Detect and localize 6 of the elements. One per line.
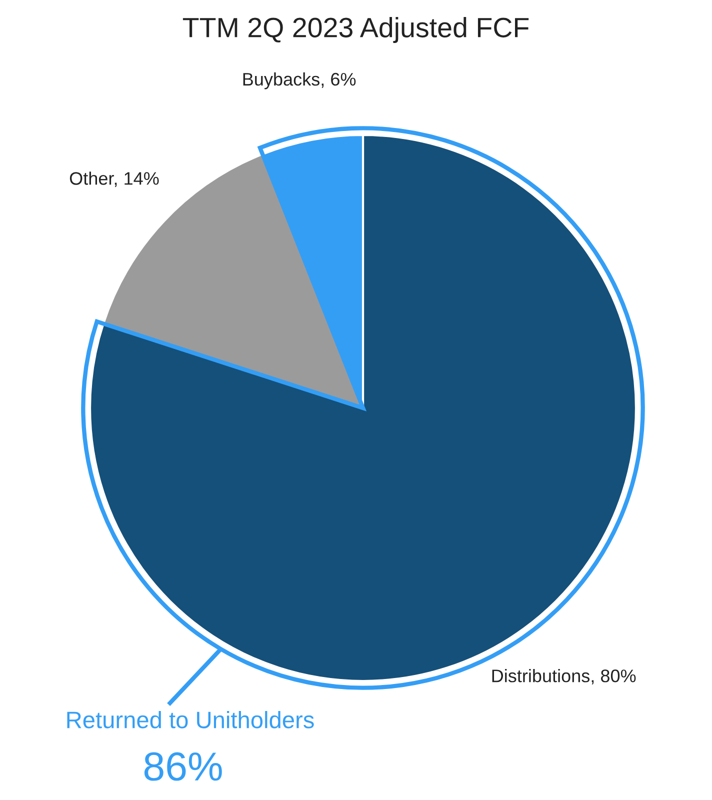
slice-label: Other, 14% <box>70 172 159 187</box>
chart-title: TTM 2Q 2023 Adjusted FCF <box>182 17 529 43</box>
slice-label: Distributions, 80% <box>492 669 636 684</box>
text: 86% <box>144 752 222 781</box>
slice-label: Buybacks, 6% <box>243 72 356 90</box>
text: Returned to Unitholders <box>67 710 314 728</box>
